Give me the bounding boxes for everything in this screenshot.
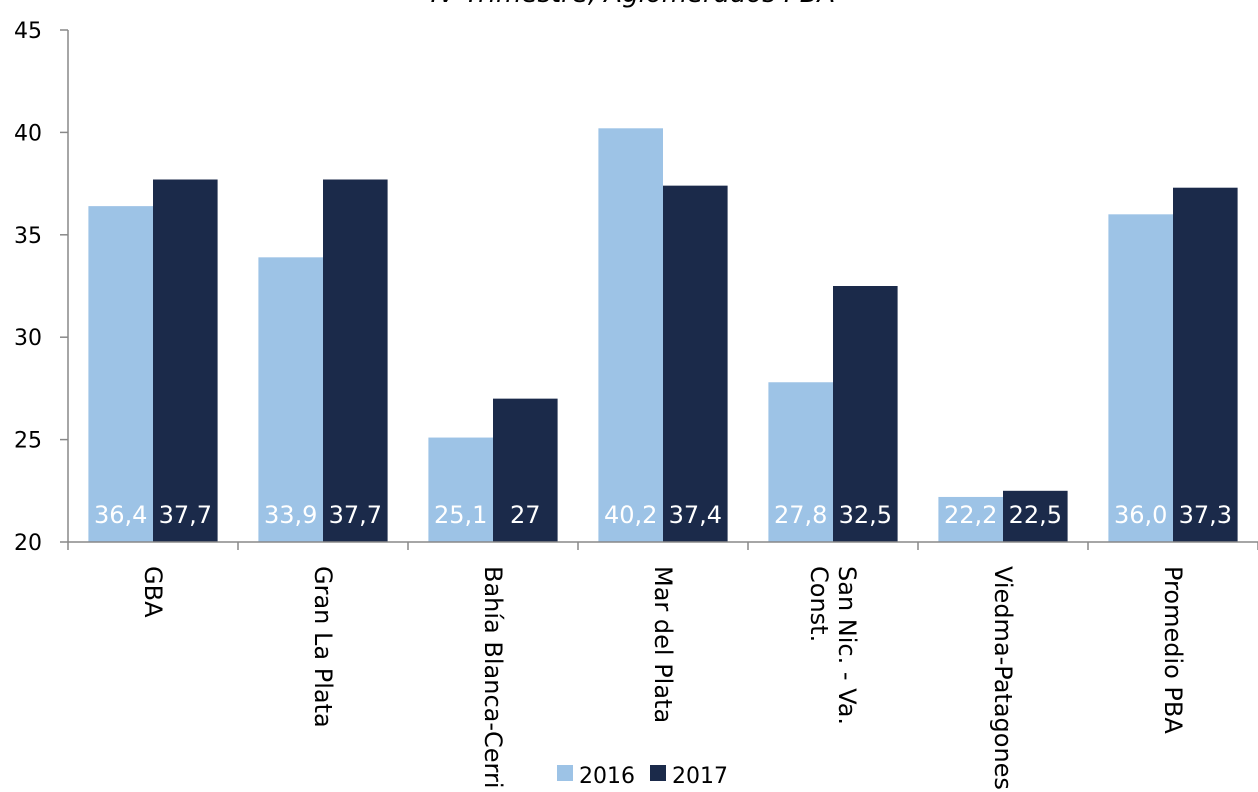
value-label: 37,3: [1179, 501, 1232, 529]
bar: [938, 496, 1003, 542]
value-label: 37,7: [329, 501, 382, 529]
value-label: 27: [510, 501, 541, 529]
x-tick-label: Bahía Blanca-Cerri: [479, 566, 507, 789]
value-label: 36,4: [94, 501, 147, 529]
y-tick-label: 40: [14, 121, 42, 146]
value-label: 40,2: [604, 501, 657, 529]
bar: [598, 128, 663, 542]
x-tick-label: Gran La Plata: [309, 566, 337, 728]
legend-label: 2016: [579, 764, 635, 789]
bar: [663, 185, 728, 542]
y-tick-label: 30: [14, 326, 42, 351]
bar: [1173, 187, 1238, 543]
value-label: 27,8: [774, 501, 827, 529]
value-label: 36,0: [1114, 501, 1167, 529]
bar: [768, 382, 833, 542]
bar: [323, 179, 388, 542]
bar: [1003, 490, 1068, 542]
legend-swatch: [557, 765, 573, 781]
value-label: 22,2: [944, 501, 997, 529]
bar: [428, 437, 493, 542]
bar: [493, 398, 558, 542]
value-label: 37,4: [669, 501, 722, 529]
bar: [88, 206, 153, 543]
chart-title: IV Trimestre, Aglomerados PBA: [431, 0, 836, 9]
value-label: 22,5: [1009, 501, 1062, 529]
x-tick-label: Viedma-Patagones: [989, 566, 1017, 790]
bar: [833, 286, 898, 542]
legend-swatch: [650, 765, 666, 781]
x-tick-label: Promedio PBA: [1159, 566, 1187, 734]
bar: [153, 179, 218, 542]
x-tick-label: San Nic. - Va.Const.: [805, 566, 861, 725]
x-tick-label: GBA: [139, 566, 167, 618]
y-tick-label: 45: [14, 19, 42, 44]
y-tick-label: 35: [14, 224, 42, 249]
value-label: 37,7: [159, 501, 212, 529]
y-tick-label: 25: [14, 429, 42, 454]
value-label: 25,1: [434, 501, 487, 529]
x-tick-label: Mar del Plata: [649, 566, 677, 723]
bar: [258, 257, 323, 542]
value-label: 33,9: [264, 501, 317, 529]
legend-label: 2017: [672, 764, 728, 789]
bar: [1108, 214, 1173, 542]
y-tick-label: 20: [14, 531, 42, 556]
value-label: 32,5: [839, 501, 892, 529]
